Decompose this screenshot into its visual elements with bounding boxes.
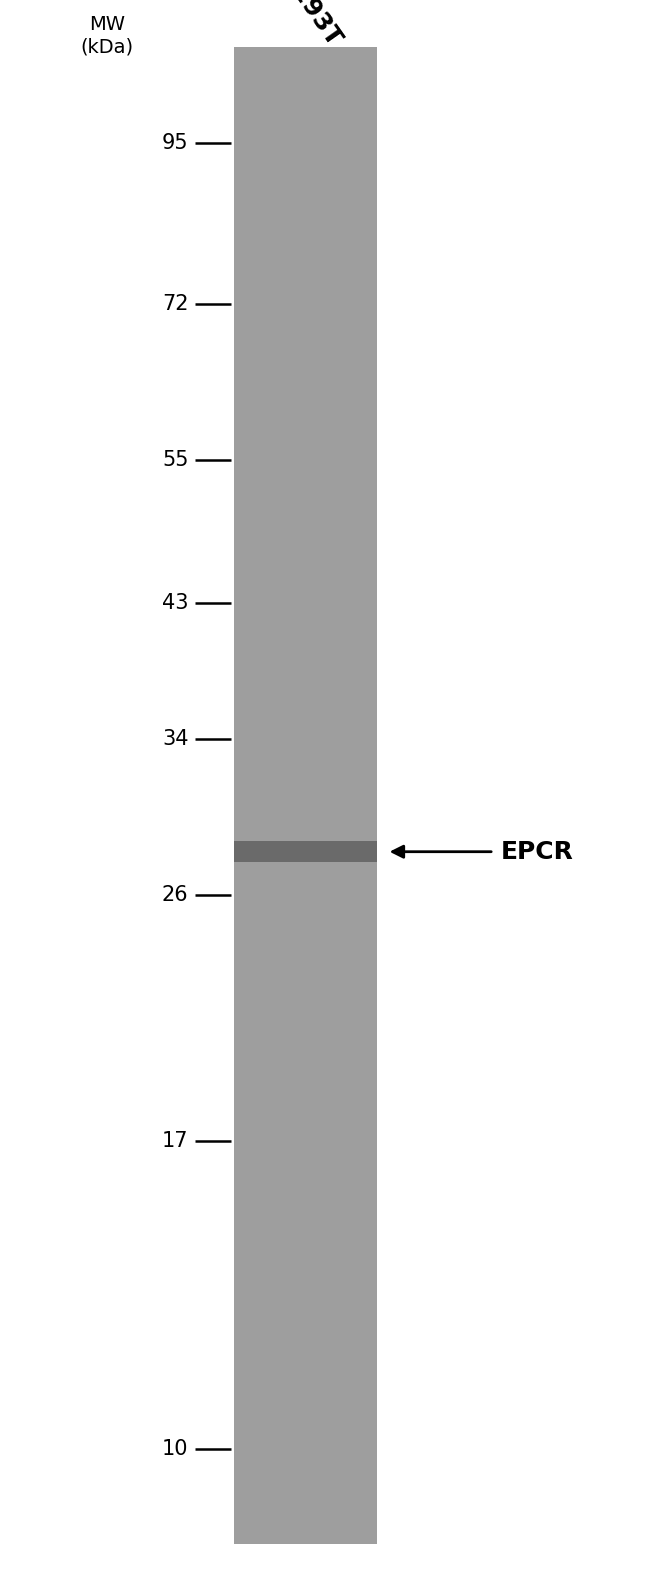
Bar bbox=[234, 841, 377, 862]
Bar bbox=[234, 47, 377, 1544]
Text: 55: 55 bbox=[162, 450, 188, 469]
Text: 17: 17 bbox=[162, 1131, 188, 1151]
Text: 34: 34 bbox=[162, 729, 188, 750]
Text: 10: 10 bbox=[162, 1440, 188, 1458]
Text: 293T: 293T bbox=[286, 0, 345, 52]
Text: 43: 43 bbox=[162, 592, 188, 613]
Text: EPCR: EPCR bbox=[500, 839, 573, 863]
Text: 95: 95 bbox=[162, 132, 188, 153]
Text: 72: 72 bbox=[162, 293, 188, 313]
Text: MW
(kDa): MW (kDa) bbox=[81, 16, 134, 57]
Text: 26: 26 bbox=[162, 885, 188, 904]
